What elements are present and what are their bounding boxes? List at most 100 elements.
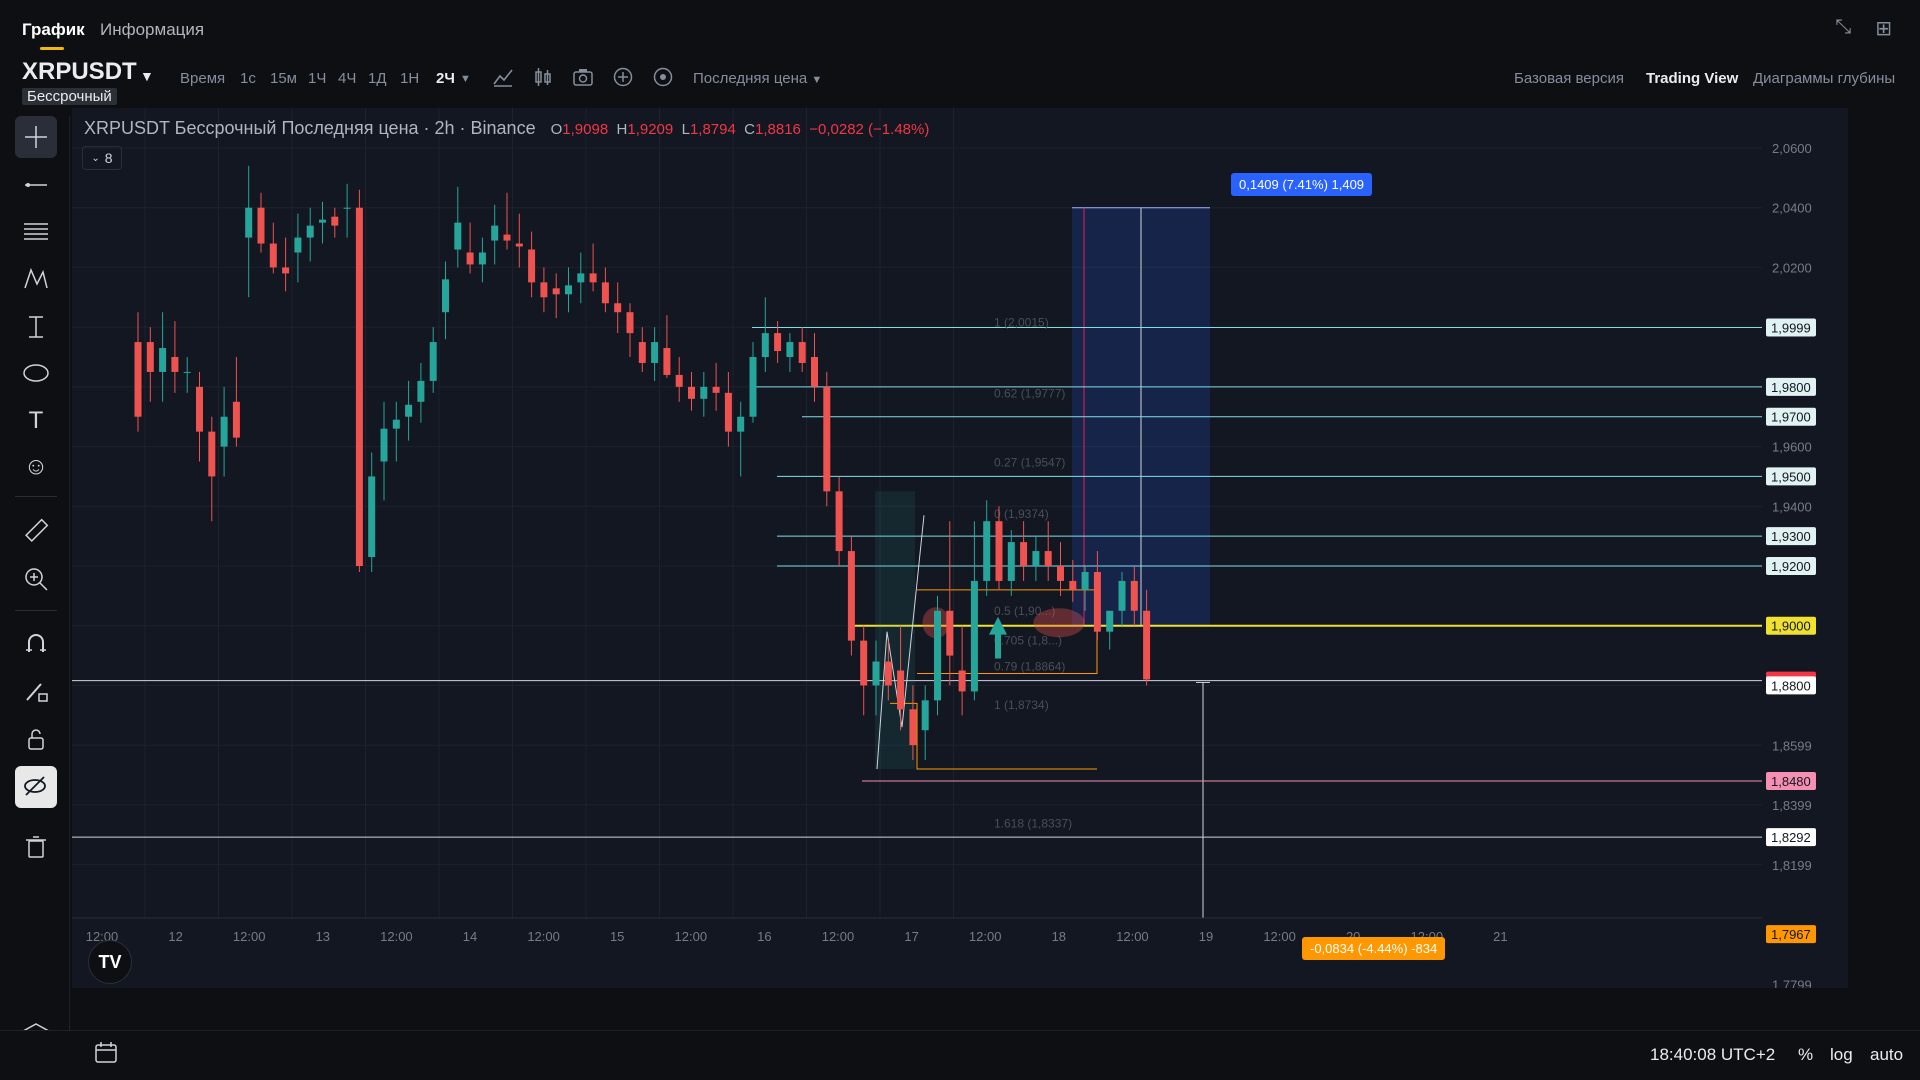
view-depth[interactable]: Диаграммы глубины <box>1753 70 1896 87</box>
timeframe-1d[interactable]: 1Д <box>368 70 387 87</box>
trendline-tool[interactable] <box>15 164 57 206</box>
shape-tool[interactable] <box>15 352 57 394</box>
price-chart[interactable]: 1 (2,0015) 0.62 (1,9777) 0.27 (1,9547) 0 (1… <box>72 108 1852 988</box>
pattern-tool[interactable] <box>15 258 57 300</box>
ruler-tool[interactable] <box>15 510 57 552</box>
fib-level-label: 0.79 (1,8864) <box>994 659 1065 673</box>
candle-body <box>872 661 880 686</box>
zoom-tool[interactable] <box>15 558 57 600</box>
timeframe-dropdown-icon[interactable]: ▼ <box>460 73 471 85</box>
candle-body <box>355 207 363 566</box>
tradingview-logo[interactable]: TV <box>88 940 132 984</box>
candle-body <box>417 380 425 402</box>
candle-body <box>442 279 449 313</box>
time-axis-bg <box>72 918 1762 988</box>
price-axis[interactable]: 2,0600 2,0400 2,0200 1,9600 1,9400 1,8599 1,83… <box>1762 108 1848 988</box>
candle-body <box>601 282 609 304</box>
percent-toggle[interactable]: % <box>1798 1045 1814 1064</box>
magnet-tool[interactable] <box>15 622 57 664</box>
price-label: 1,8292 <box>1771 830 1811 845</box>
price-label: 1,9000 <box>1771 619 1811 634</box>
camera-icon[interactable] <box>572 66 594 88</box>
candle-body <box>159 348 167 372</box>
price-label: 1,8480 <box>1771 774 1811 789</box>
candle-body <box>626 312 634 334</box>
price-label-bg <box>1766 925 1816 944</box>
price-label-bg <box>1766 527 1816 546</box>
candle-body <box>1081 571 1089 590</box>
timeframe-2h[interactable]: 2Ч <box>436 70 455 87</box>
fib-tool[interactable] <box>15 210 57 252</box>
timeframe-1w[interactable]: 1Н <box>400 70 420 87</box>
date-range-icon[interactable] <box>94 1041 120 1065</box>
candle-body <box>847 551 855 641</box>
legend-close: 1,8816 <box>755 121 801 138</box>
time-axis-tick: 16 <box>757 929 771 944</box>
timeframe-1h[interactable]: 1Ч <box>308 70 327 87</box>
crosshair-icon <box>25 126 47 148</box>
draw-lock-tool[interactable] <box>15 670 57 712</box>
tab-chart[interactable]: График <box>22 20 85 39</box>
candle-body <box>220 416 228 447</box>
time-axis-tick: 12:00 <box>1116 929 1149 944</box>
collapse-icon[interactable]: ⤡ <box>1835 16 1852 38</box>
layout-grid-icon[interactable]: ⊞ <box>1875 18 1892 40</box>
time-axis-tick: 19 <box>1199 929 1213 944</box>
chart-type-icon[interactable] <box>532 66 554 88</box>
time-axis[interactable]: 12:00 12 12:00 13 12:00 14 12:00 15 12:00 16 12:00… <box>72 917 1762 988</box>
candle-body <box>405 404 413 417</box>
fib-level-label: 0 (1,9374) <box>994 507 1049 521</box>
candle-body <box>294 237 302 253</box>
hide-drawings-tool[interactable] <box>15 766 57 808</box>
candle-body <box>183 371 191 373</box>
candle-body <box>503 234 511 241</box>
delete-tool[interactable] <box>15 826 57 868</box>
auto-toggle[interactable]: auto <box>1870 1045 1904 1064</box>
timeframe-4h[interactable]: 4Ч <box>338 70 357 87</box>
add-icon[interactable] <box>612 66 634 88</box>
candle-body <box>995 521 1003 581</box>
log-toggle[interactable]: log <box>1830 1045 1853 1064</box>
price-label-bg <box>1766 771 1816 790</box>
indicators-icon[interactable] <box>492 66 514 88</box>
price-axis-tick: 2,0400 <box>1772 201 1812 216</box>
view-tradingview[interactable]: Trading View <box>1646 70 1739 87</box>
indicators-toggle[interactable]: ⌄ 8 <box>82 146 122 170</box>
timeframe-time[interactable]: Время <box>180 70 226 87</box>
candle-body <box>208 431 216 477</box>
emoji-tool[interactable]: ☺ <box>15 446 57 488</box>
legend-high: 1,9209 <box>627 121 674 138</box>
lock-tool[interactable] <box>15 718 57 760</box>
timeframe-15m[interactable]: 15м <box>270 70 297 87</box>
price-label-bg <box>1766 676 1816 695</box>
projection-tool[interactable] <box>15 306 57 348</box>
crosshair-tool[interactable] <box>15 116 57 158</box>
chart-legend: XRPUSDT Бессрочный Последняя цена · 2h ·… <box>84 118 929 139</box>
price-label-bg <box>1766 377 1816 396</box>
symbol-dropdown-icon[interactable]: ▼ <box>140 68 154 84</box>
measure-down-badge: -0,0834 (-4.44%) -834 <box>1302 937 1446 960</box>
view-basic[interactable]: Базовая версия <box>1514 70 1624 87</box>
candle-body <box>589 273 597 283</box>
time-axis-tick: 17 <box>904 929 918 944</box>
fib-level-label: 1 (1,8734) <box>994 698 1049 712</box>
candle-body <box>380 428 388 462</box>
price-label-bg <box>1766 828 1816 847</box>
candle-body <box>1020 542 1028 566</box>
candle-body <box>552 288 560 295</box>
price-axis-tick: 1,9600 <box>1772 440 1812 455</box>
candle-body <box>860 640 868 686</box>
price-label-bg <box>1766 407 1816 426</box>
price-label: 1,9700 <box>1771 410 1811 425</box>
tab-info[interactable]: Информация <box>100 20 205 39</box>
timeframe-1s[interactable]: 1с <box>240 70 256 87</box>
symbol-name[interactable]: XRPUSDT <box>22 58 137 85</box>
text-tool[interactable]: T <box>15 400 57 442</box>
settings-icon[interactable] <box>652 66 674 88</box>
price-type-select[interactable]: Последняя цена ▼ <box>693 70 823 87</box>
top-tabs-bar <box>0 0 1920 58</box>
candle-body <box>675 374 683 387</box>
fib-level-label: 1 (2,0015) <box>994 316 1049 330</box>
candle-body <box>724 392 732 432</box>
candle-body <box>921 700 929 731</box>
